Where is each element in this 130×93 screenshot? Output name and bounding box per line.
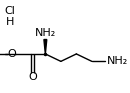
Polygon shape	[44, 40, 47, 54]
Text: O: O	[7, 49, 16, 59]
Text: H: H	[6, 17, 14, 27]
Text: O: O	[28, 72, 37, 82]
Text: NH₂: NH₂	[107, 56, 128, 66]
Text: NH₂: NH₂	[35, 28, 56, 39]
Text: Cl: Cl	[5, 6, 16, 16]
